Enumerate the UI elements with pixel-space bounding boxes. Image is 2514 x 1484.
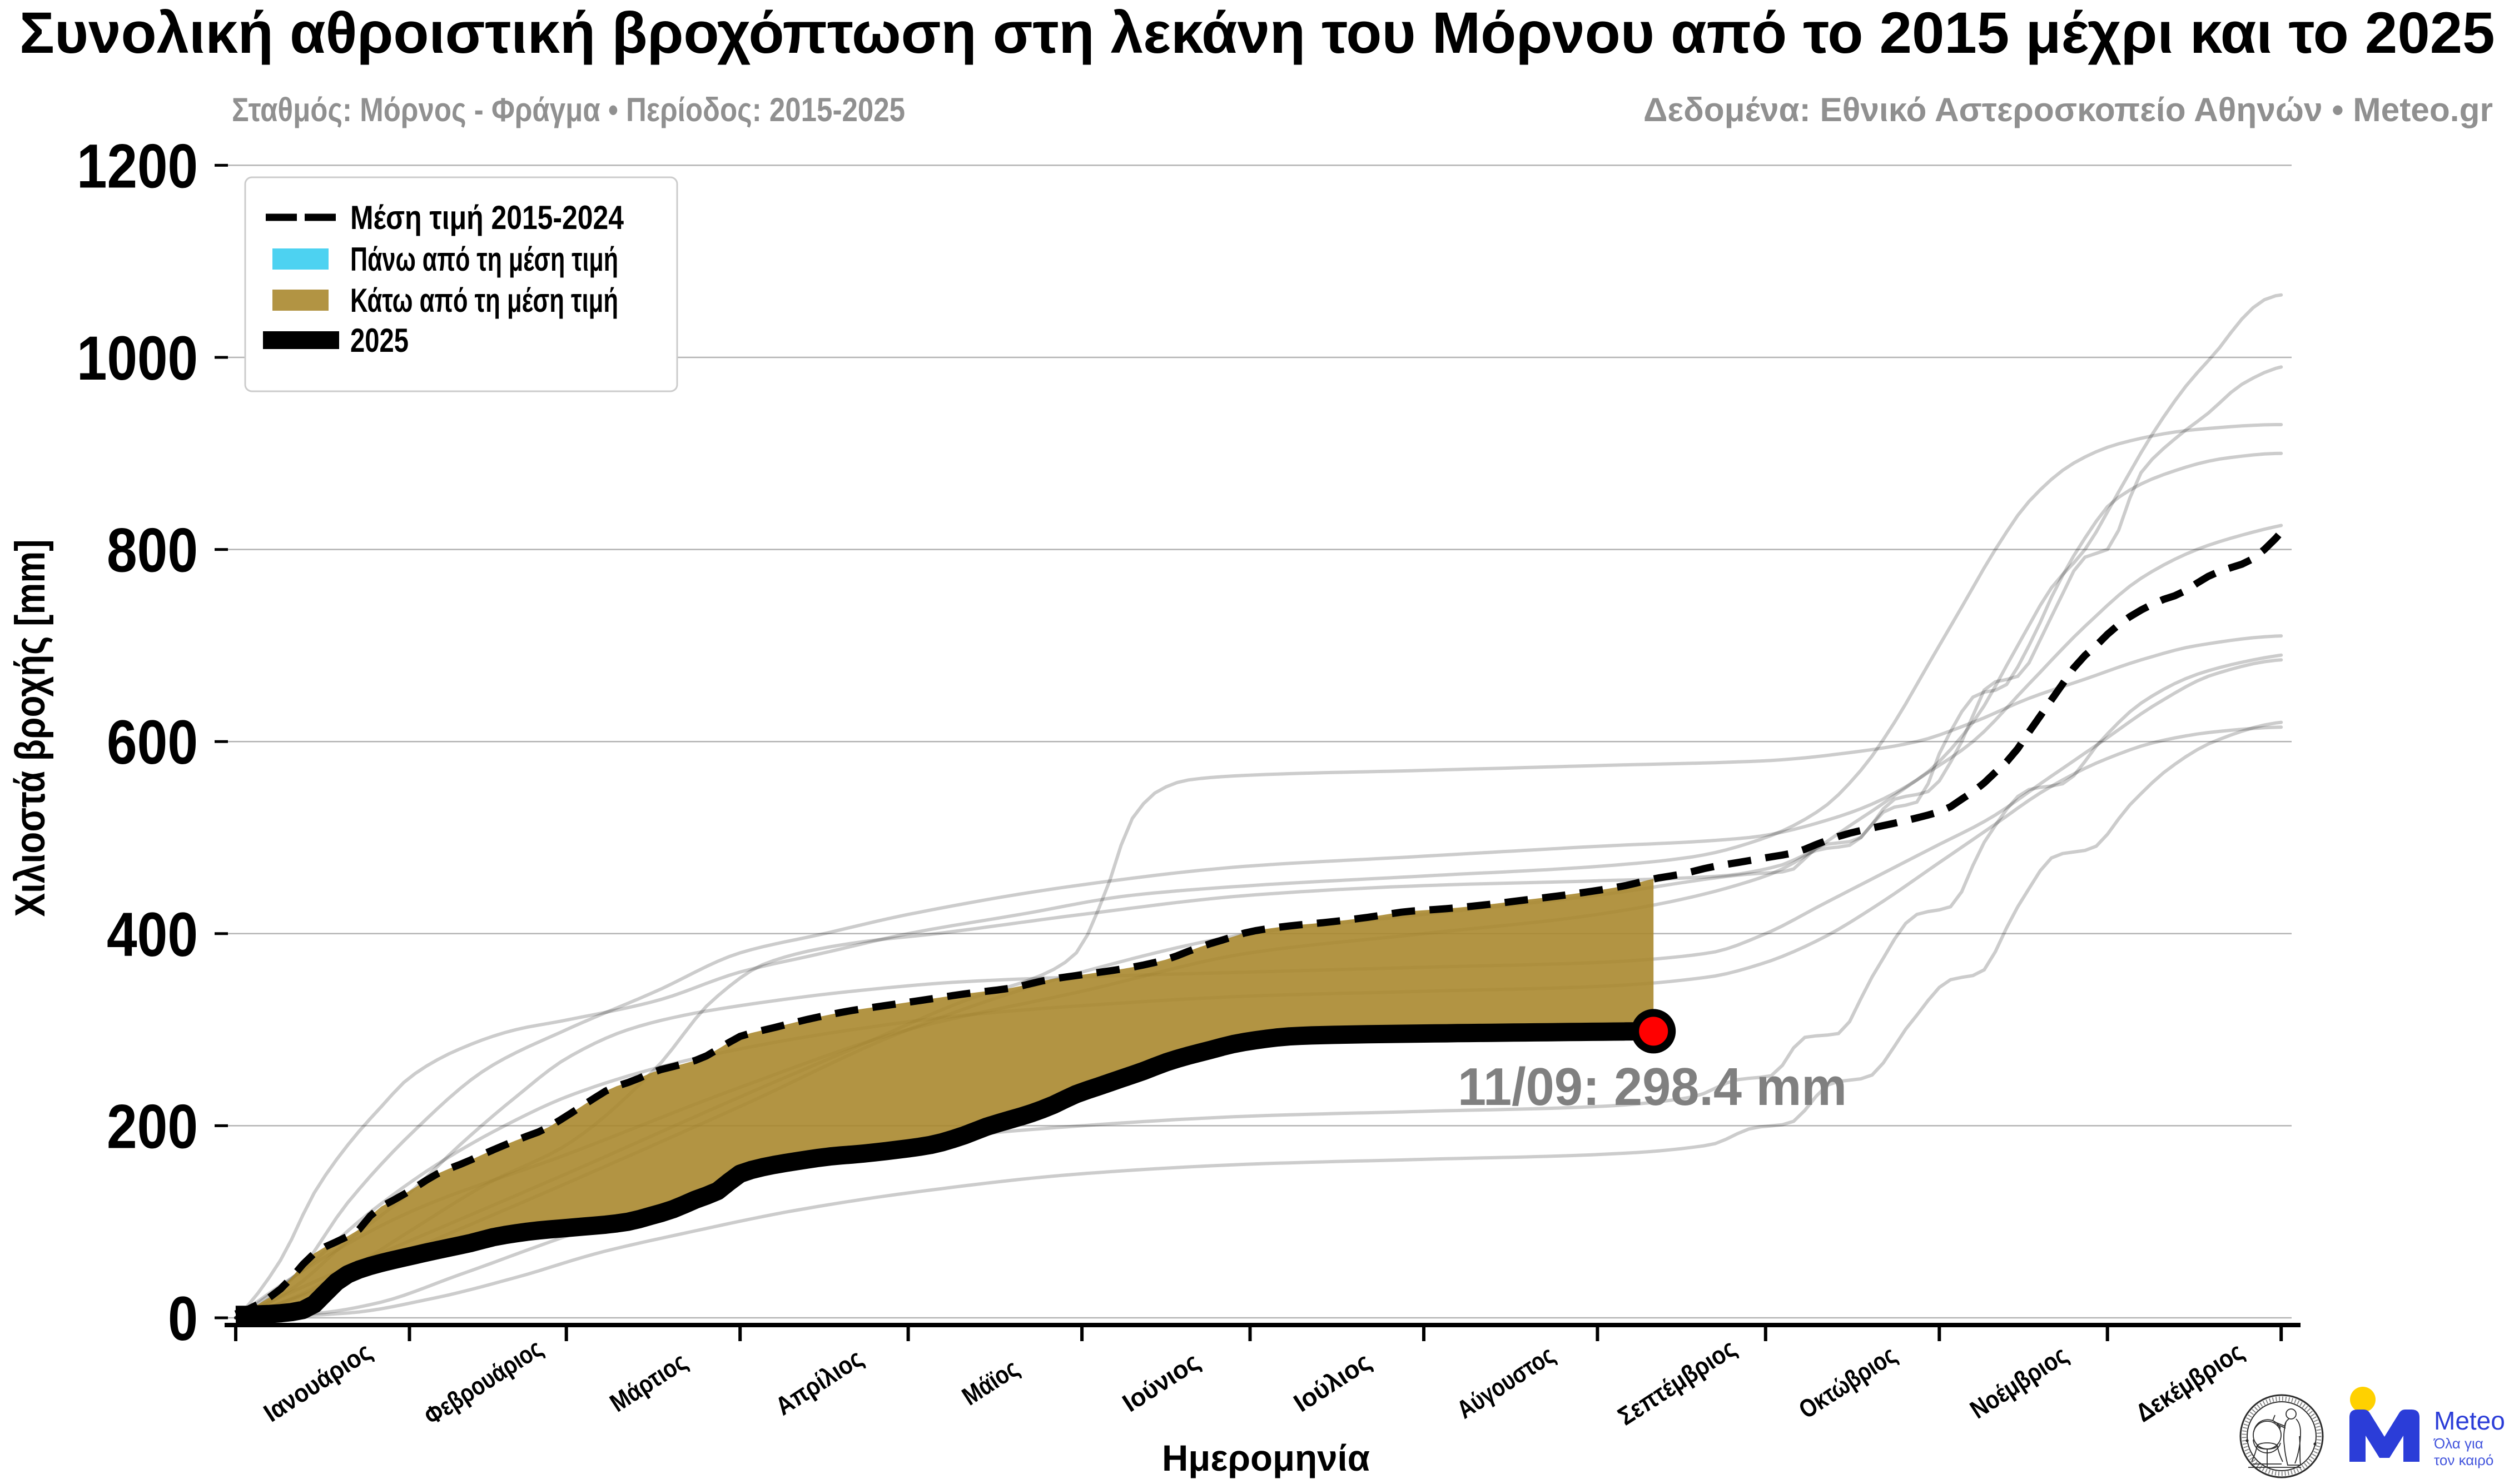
svg-text:400: 400 — [107, 900, 198, 969]
svg-text:2025: 2025 — [350, 322, 409, 359]
svg-text:1200: 1200 — [77, 131, 198, 201]
svg-text:Πάνω από τη μέση τιμή: Πάνω από τη μέση τιμή — [350, 241, 618, 278]
svg-text:0: 0 — [168, 1284, 198, 1353]
svg-text:Όλα για: Όλα για — [2433, 1435, 2483, 1452]
svg-text:Meteo: Meteo — [2434, 1406, 2505, 1435]
svg-text:11/09: 298.4 mm: 11/09: 298.4 mm — [1458, 1057, 1847, 1117]
svg-text:800: 800 — [107, 516, 198, 585]
svg-text:Κάτω από τη μέση τιμή: Κάτω από τη μέση τιμή — [350, 282, 618, 319]
svg-text:Σταθμός: Μόρνος - Φράγμα • Περ: Σταθμός: Μόρνος - Φράγμα • Περίοδος: 201… — [232, 91, 905, 128]
svg-text:τον καιρό: τον καιρό — [2434, 1452, 2493, 1468]
svg-text:Ημερομηνία: Ημερομηνία — [1162, 1437, 1370, 1478]
svg-text:Μέση τιμή 2015-2024: Μέση τιμή 2015-2024 — [350, 199, 624, 236]
svg-text:Δεδομένα: Εθνικό Αστεροσκοπείο: Δεδομένα: Εθνικό Αστεροσκοπείο Αθηνών • … — [1643, 91, 2493, 128]
svg-text:200: 200 — [107, 1092, 198, 1161]
svg-text:1000: 1000 — [77, 323, 198, 393]
svg-text:Χιλιοστά βροχής [mm]: Χιλιοστά βροχής [mm] — [7, 540, 54, 917]
svg-text:600: 600 — [107, 708, 198, 777]
